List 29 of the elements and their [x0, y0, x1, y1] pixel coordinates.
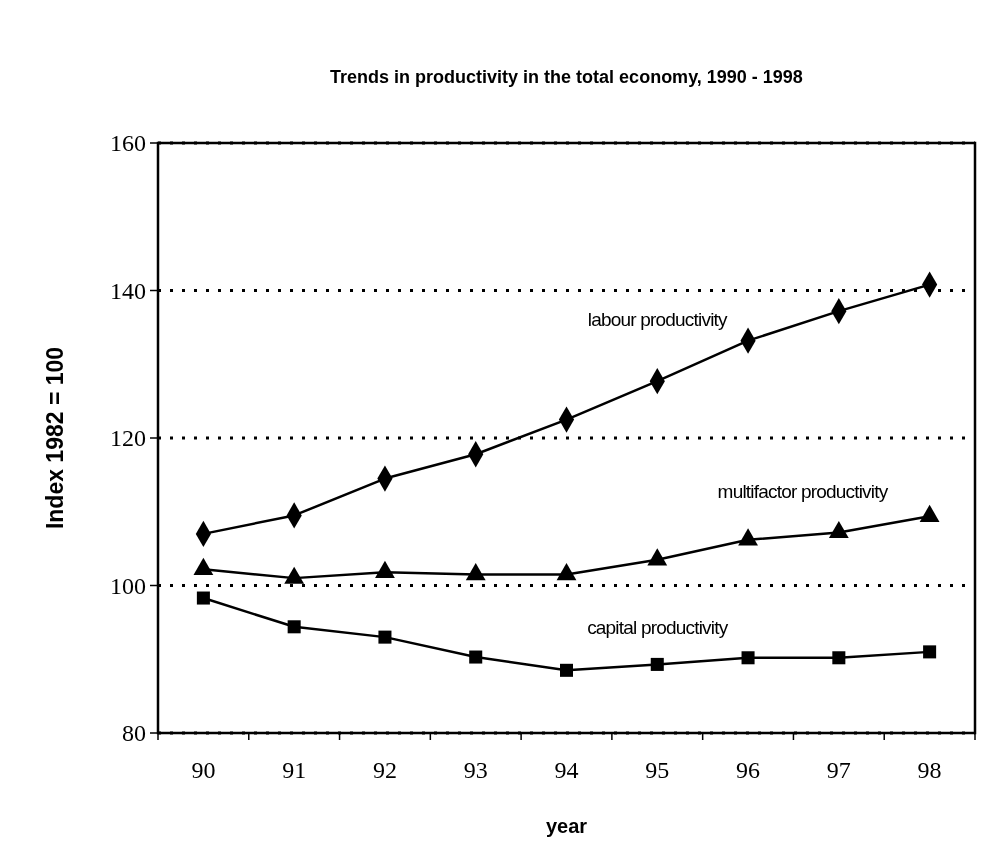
point	[832, 651, 846, 665]
x-tick-label: 97	[826, 757, 851, 783]
series-label: labour productivity	[587, 309, 729, 331]
y-tick-label: 80	[122, 720, 146, 747]
point	[196, 591, 210, 605]
x-tick-label: 98	[917, 757, 942, 783]
point	[923, 645, 937, 659]
y-axis-title: Index 1982 = 100	[42, 346, 68, 530]
x-tick-label: 95	[645, 757, 670, 783]
point	[469, 650, 483, 664]
point	[287, 620, 301, 634]
y-tick-label: 160	[110, 130, 146, 157]
series-label: capital productivity	[587, 617, 729, 639]
x-tick-label: 96	[736, 757, 761, 783]
point	[650, 657, 664, 671]
x-tick-label: 91	[282, 757, 307, 783]
y-tick-label: 100	[110, 572, 146, 599]
y-tick-label: 120	[110, 425, 146, 452]
x-tick-label: 93	[463, 757, 488, 783]
point	[741, 651, 755, 665]
x-axis-title: year	[545, 815, 588, 837]
point	[378, 630, 392, 644]
x-tick-label: 90	[191, 757, 216, 783]
series-label: multifactor productivity	[717, 480, 889, 502]
chart-title: Trends in productivity in the total economy, 1990 - 1998	[330, 67, 803, 87]
point	[559, 663, 574, 677]
y-tick-label: 140	[110, 277, 146, 304]
x-tick-label: 92	[372, 757, 397, 783]
x-tick-label: 94	[554, 757, 579, 783]
